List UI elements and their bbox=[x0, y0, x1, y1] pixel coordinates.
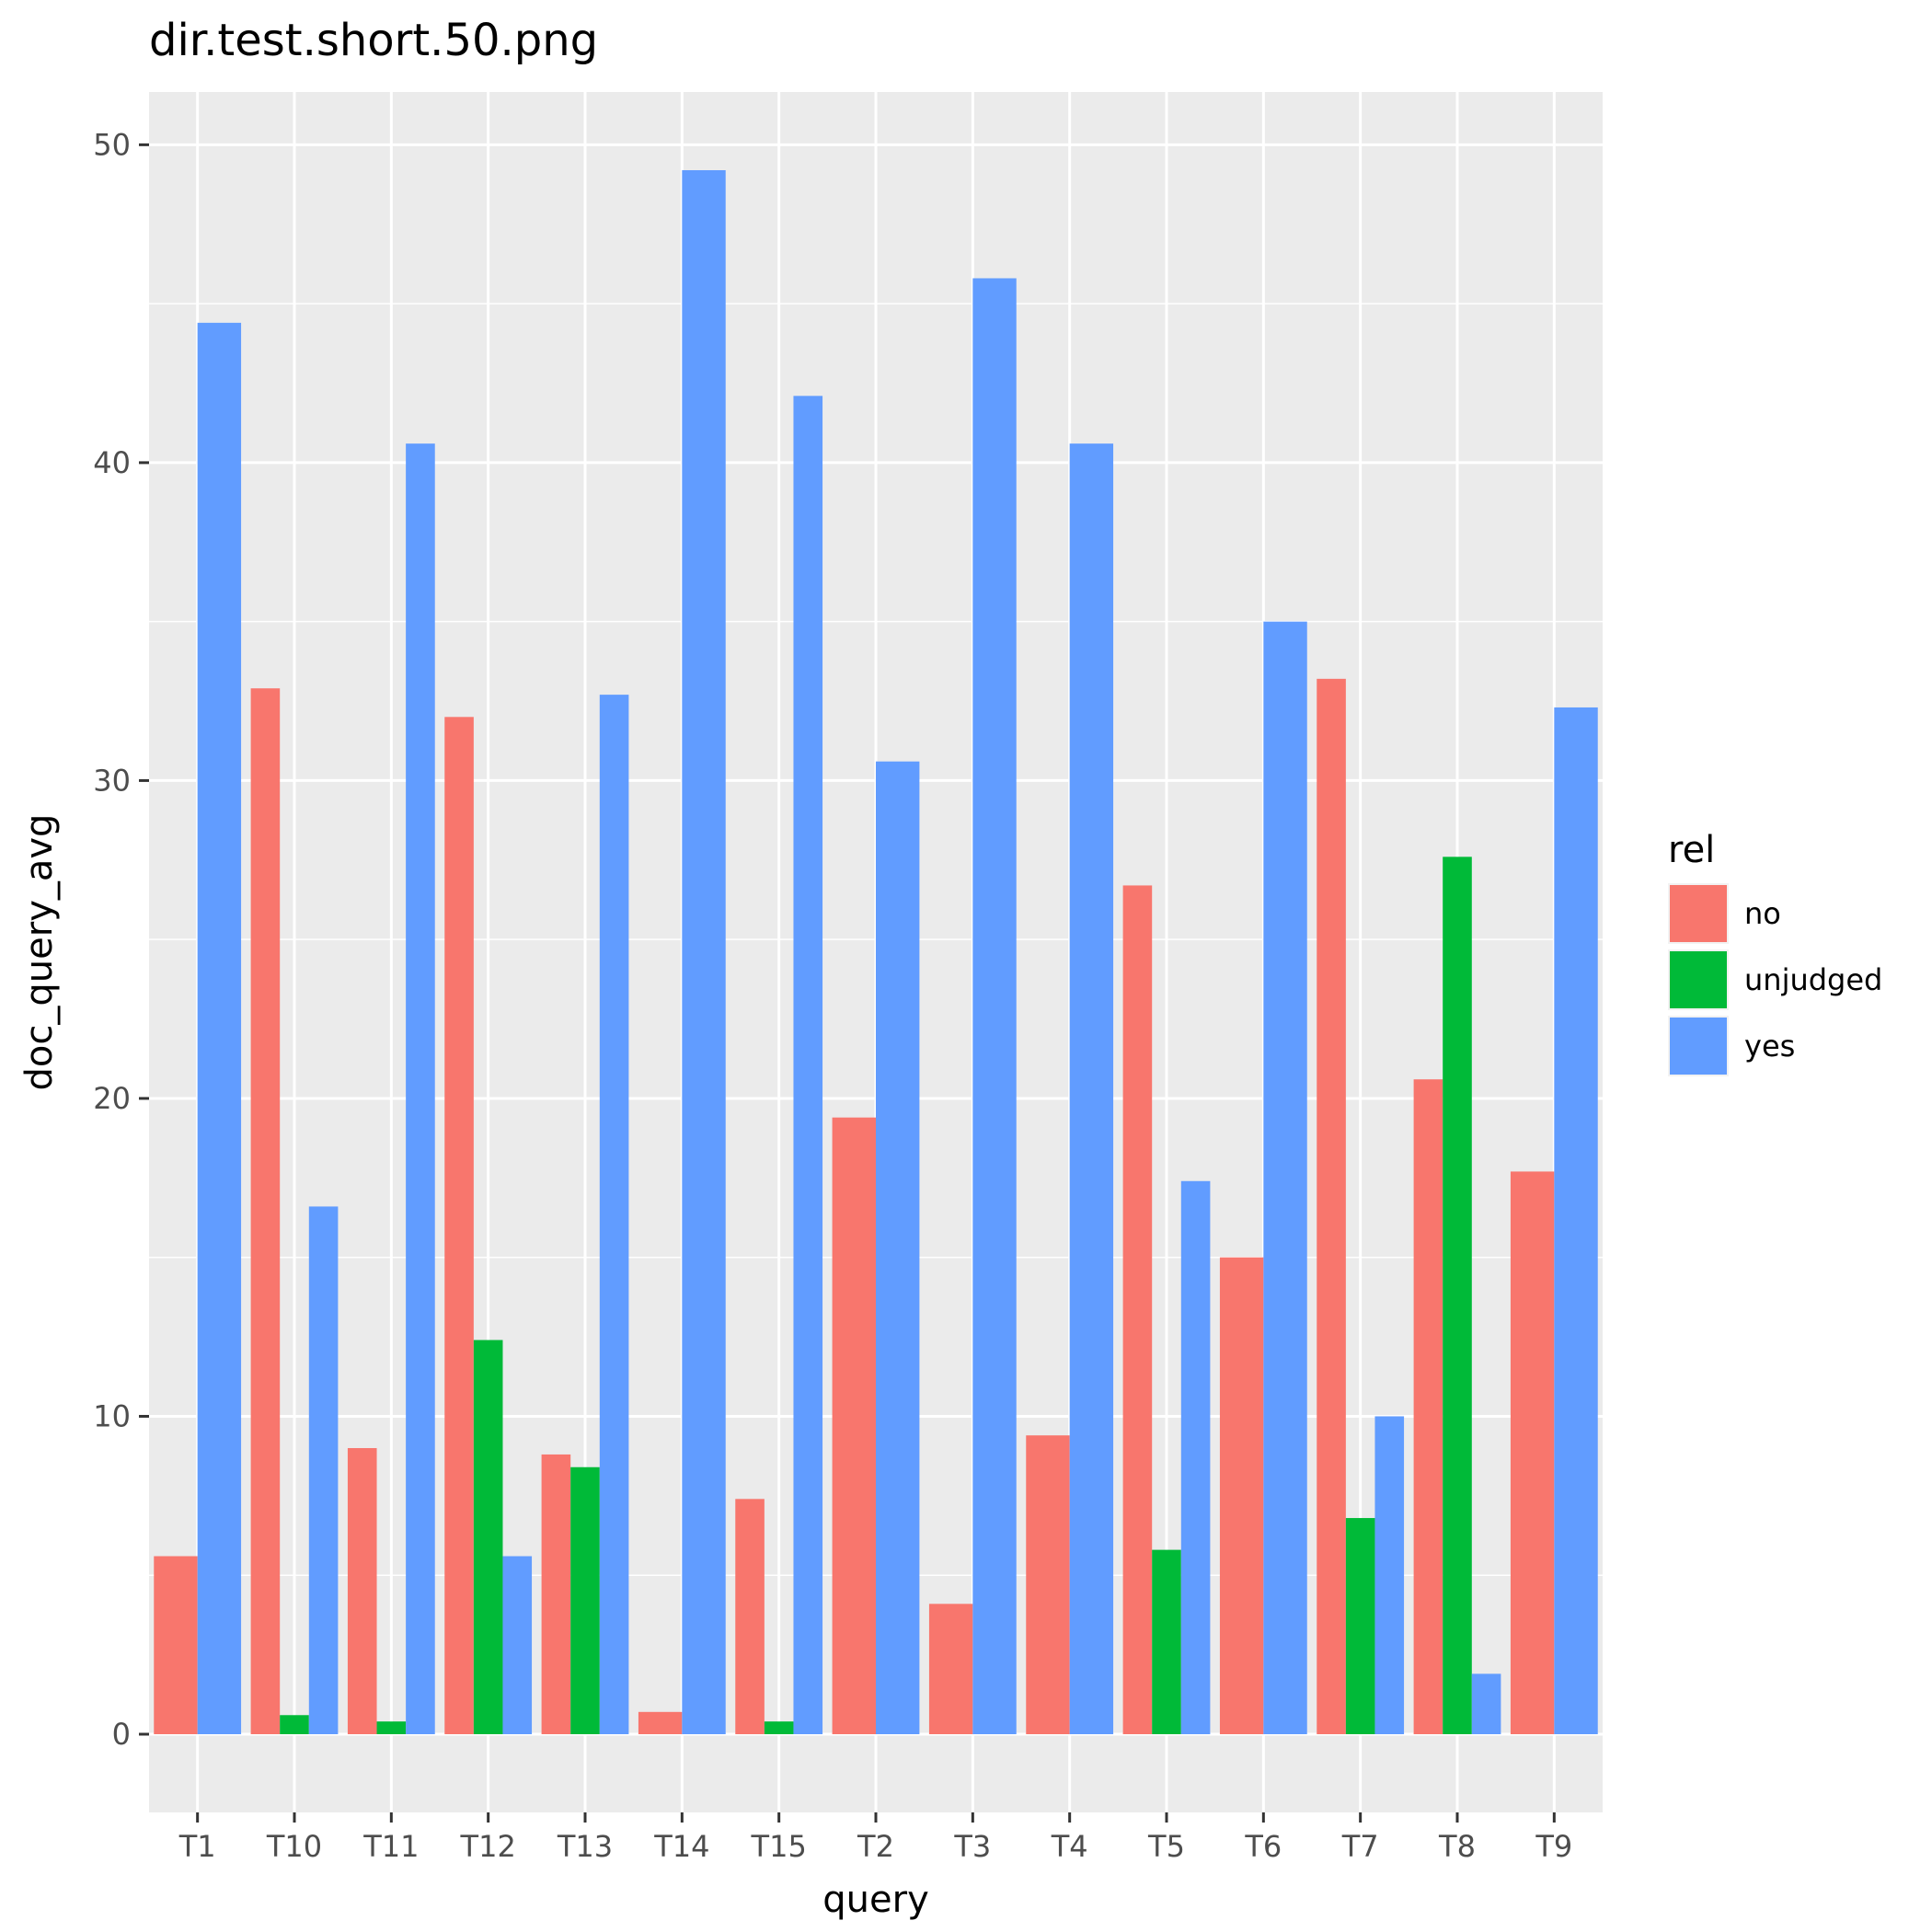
bar-no-T6 bbox=[1219, 1257, 1264, 1734]
bar-yes-T13 bbox=[599, 695, 629, 1734]
bar-unjudged-T7 bbox=[1345, 1518, 1375, 1734]
bar-unjudged-T8 bbox=[1443, 857, 1472, 1734]
bar-no-T2 bbox=[832, 1117, 876, 1734]
bar-unjudged-T15 bbox=[764, 1721, 794, 1734]
bar-no-T8 bbox=[1413, 1079, 1443, 1734]
bar-yes-T6 bbox=[1263, 621, 1307, 1734]
bar-no-T11 bbox=[347, 1448, 377, 1734]
bar-unjudged-T11 bbox=[376, 1721, 407, 1734]
x-tick-label: T7 bbox=[1341, 1829, 1379, 1864]
bar-no-T13 bbox=[541, 1454, 571, 1734]
y-tick-label: 0 bbox=[112, 1717, 131, 1752]
x-axis: T1 T10 T11 T12 T13 T14 T15 T2 T3 T4 T5 T6 T7 T8 T9 bbox=[178, 1812, 1572, 1864]
bar-no-T4 bbox=[1026, 1435, 1070, 1734]
bar-no-T5 bbox=[1122, 885, 1153, 1734]
bar-unjudged-T10 bbox=[280, 1715, 309, 1734]
bar-yes-T8 bbox=[1471, 1673, 1501, 1734]
bar-unjudged-T5 bbox=[1152, 1549, 1181, 1734]
legend-title: rel bbox=[1668, 829, 1715, 871]
y-tick-label: 40 bbox=[93, 445, 131, 480]
legend-label-unjudged: unjudged bbox=[1744, 962, 1882, 997]
bar-no-T3 bbox=[928, 1604, 973, 1734]
bars bbox=[154, 170, 1598, 1735]
bar-yes-T5 bbox=[1180, 1180, 1211, 1734]
x-tick-label: T13 bbox=[557, 1829, 613, 1864]
bar-yes-T9 bbox=[1554, 707, 1598, 1734]
bar-yes-T15 bbox=[793, 396, 823, 1734]
bar-yes-T1 bbox=[197, 322, 242, 1735]
legend-key-no bbox=[1670, 885, 1727, 942]
x-tick-label: T3 bbox=[953, 1829, 991, 1864]
y-tick-label: 30 bbox=[93, 763, 131, 798]
bar-yes-T2 bbox=[876, 761, 920, 1735]
bar-unjudged-T12 bbox=[473, 1340, 503, 1734]
bar-no-T1 bbox=[154, 1556, 198, 1734]
x-tick-label: T6 bbox=[1244, 1829, 1282, 1864]
y-axis-title: doc_query_avg bbox=[18, 814, 61, 1091]
y-tick-label: 10 bbox=[93, 1398, 131, 1433]
x-tick-label: T11 bbox=[362, 1829, 419, 1864]
x-tick-label: T4 bbox=[1051, 1829, 1088, 1864]
bar-yes-T14 bbox=[682, 170, 726, 1734]
bar-yes-T7 bbox=[1374, 1416, 1405, 1734]
x-tick-label: T15 bbox=[751, 1829, 807, 1864]
legend-label-no: no bbox=[1744, 896, 1781, 931]
bar-no-T7 bbox=[1317, 678, 1346, 1735]
bar-no-T9 bbox=[1510, 1171, 1555, 1734]
x-tick-label: T5 bbox=[1147, 1829, 1185, 1864]
bar-yes-T3 bbox=[972, 278, 1017, 1734]
x-tick-label: T14 bbox=[653, 1829, 709, 1864]
bar-unjudged-T13 bbox=[570, 1466, 600, 1734]
bar-no-T14 bbox=[638, 1711, 683, 1734]
bar-yes-T10 bbox=[308, 1206, 339, 1734]
x-tick-label: T10 bbox=[266, 1829, 322, 1864]
legend-key-unjudged bbox=[1670, 951, 1727, 1008]
bar-no-T12 bbox=[444, 717, 474, 1734]
y-axis: 0 10 20 30 40 50 bbox=[93, 127, 149, 1752]
legend-label-yes: yes bbox=[1744, 1029, 1795, 1064]
x-tick-label: T1 bbox=[178, 1829, 216, 1864]
x-tick-label: T2 bbox=[857, 1829, 894, 1864]
y-tick-label: 20 bbox=[93, 1081, 131, 1116]
x-tick-label: T9 bbox=[1535, 1829, 1572, 1864]
x-axis-title: query bbox=[822, 1879, 928, 1921]
legend: rel no unjudged yes bbox=[1668, 829, 1882, 1076]
y-tick-label: 50 bbox=[93, 127, 131, 162]
bar-no-T10 bbox=[250, 688, 281, 1734]
bar-yes-T11 bbox=[406, 443, 435, 1734]
bar-no-T15 bbox=[735, 1499, 765, 1734]
x-tick-label: T12 bbox=[460, 1829, 516, 1864]
chart-title: dir.test.short.50.png bbox=[149, 15, 598, 66]
bar-yes-T12 bbox=[502, 1556, 533, 1734]
bar-yes-T4 bbox=[1069, 443, 1114, 1734]
x-tick-label: T8 bbox=[1438, 1829, 1476, 1864]
legend-key-yes bbox=[1670, 1018, 1727, 1075]
